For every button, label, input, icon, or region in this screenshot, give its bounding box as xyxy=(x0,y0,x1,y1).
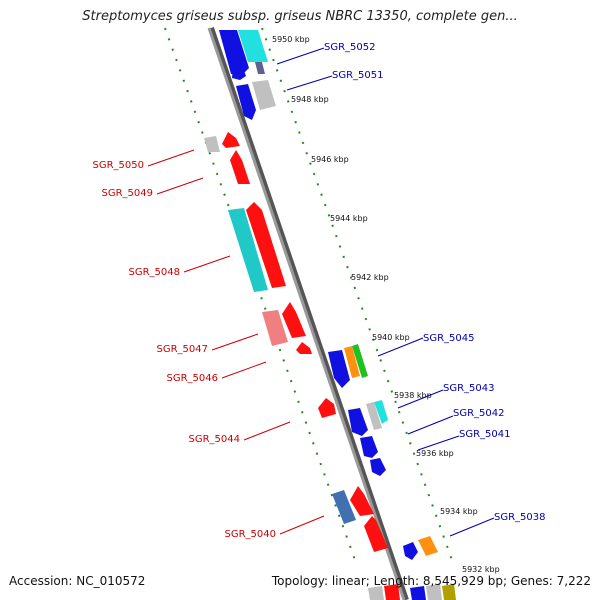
tick-label: 5938 kbp xyxy=(394,391,432,400)
right-track-boundary xyxy=(261,27,453,561)
tick-label: 5946 kbp xyxy=(311,155,349,164)
tick-label: 5932 kbp xyxy=(462,565,500,574)
gene-label-forward[interactable]: SGR_5045 xyxy=(423,333,475,344)
gene-label-reverse[interactable]: SGR_5046 xyxy=(167,373,219,384)
gene-label-forward[interactable]: SGR_5041 xyxy=(459,429,511,440)
map-title: Streptomyces griseus subsp. griseus NBRC… xyxy=(82,9,518,24)
reverse-gene-callouts xyxy=(147,149,325,535)
topology-info: Topology: linear; Length: 8,545,929 bp; … xyxy=(271,574,591,588)
tick-label: 5936 kbp xyxy=(416,449,454,458)
gene-label-reverse[interactable]: SGR_5047 xyxy=(157,344,209,355)
gene-label-forward[interactable]: SGR_5043 xyxy=(443,383,495,394)
accession-label: Accession: NC_010572 xyxy=(9,574,146,588)
gene-label-forward[interactable]: SGR_5038 xyxy=(494,512,546,523)
gene-label-reverse[interactable]: SGR_5040 xyxy=(225,529,277,540)
gene-label-forward[interactable]: SGR_5052 xyxy=(324,42,376,53)
tick-label: 5944 kbp xyxy=(330,214,368,223)
tick-label: 5950 kbp xyxy=(272,35,310,44)
gene-label-reverse[interactable]: SGR_5049 xyxy=(102,188,154,199)
gene-label-reverse[interactable]: SGR_5048 xyxy=(129,267,181,278)
gene-label-forward[interactable]: SGR_5042 xyxy=(453,408,505,419)
genome-backbone-shadow xyxy=(208,27,409,600)
tick-label: 5948 kbp xyxy=(291,95,329,104)
forward-gene-callouts xyxy=(276,47,495,537)
gene-label-reverse[interactable]: SGR_5044 xyxy=(189,434,241,445)
reverse-gene-blocks xyxy=(204,132,456,600)
tick-label: 5940 kbp xyxy=(372,333,410,342)
genome-backbone xyxy=(207,27,406,600)
gene-label-forward[interactable]: SGR_5051 xyxy=(332,70,384,81)
gene-label-reverse[interactable]: SGR_5050 xyxy=(93,160,145,171)
tick-label: 5942 kbp xyxy=(351,273,389,282)
tick-label: 5934 kbp xyxy=(440,507,478,516)
forward-gene-blocks xyxy=(219,30,438,560)
